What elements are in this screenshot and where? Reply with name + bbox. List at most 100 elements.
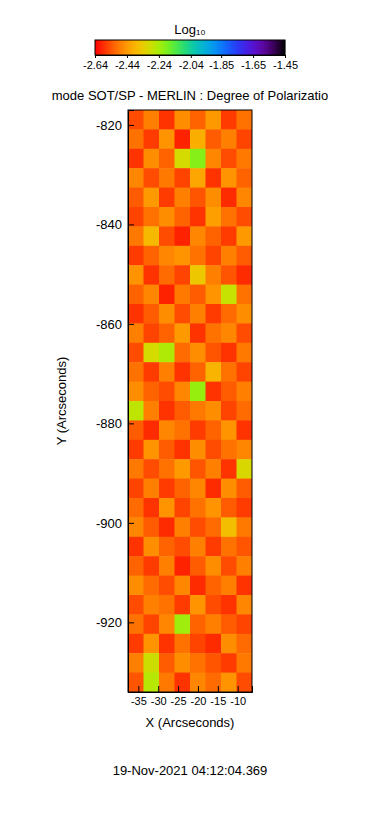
- colorbar-segment: [124, 40, 125, 55]
- colorbar-tick-label: -1.85: [209, 59, 234, 71]
- heatmap-cell: [128, 537, 144, 557]
- heatmap-cell: [190, 634, 206, 654]
- heatmap-cell: [221, 382, 237, 402]
- heatmap-cell: [206, 673, 222, 692]
- heatmap-cell: [175, 595, 191, 615]
- heatmap-cell: [159, 149, 175, 169]
- colorbar-segment: [168, 40, 169, 55]
- colorbar-segment: [207, 40, 208, 55]
- colorbar-tick-mark: [191, 55, 192, 58]
- heatmap-cell: [237, 614, 253, 634]
- heatmap-cell: [159, 246, 175, 266]
- heatmap-cell: [237, 498, 253, 518]
- heatmap-cell: [144, 207, 160, 227]
- colorbar-segment: [188, 40, 189, 55]
- colorbar-title: Log₁₀: [174, 22, 205, 37]
- colorbar-segment: [255, 40, 256, 55]
- colorbar-segment: [182, 40, 183, 55]
- heatmap-cell: [144, 226, 160, 246]
- colorbar-tick: -2.04: [179, 55, 204, 71]
- heatmap-cell: [221, 362, 237, 382]
- y-tick: -880: [96, 416, 134, 431]
- colorbar-segment: [117, 40, 118, 55]
- colorbar-segment: [137, 40, 138, 55]
- heatmap-cell: [221, 576, 237, 596]
- heatmap-cell: [175, 129, 191, 149]
- y-tick: -900: [96, 516, 134, 531]
- y-tick-mark: [128, 125, 134, 126]
- colorbar-segment: [131, 40, 132, 55]
- colorbar-segment: [109, 40, 110, 55]
- colorbar-segment: [221, 40, 222, 55]
- colorbar-segment: [114, 40, 115, 55]
- heatmap-cell: [144, 556, 160, 576]
- colorbar-segment: [237, 40, 238, 55]
- heatmap-cell: [128, 653, 144, 673]
- heatmap-cell: [221, 265, 237, 285]
- heatmap-cell: [128, 285, 144, 305]
- heatmap-cell: [221, 537, 237, 557]
- colorbar-segment: [274, 40, 275, 55]
- y-tick-label: -920: [96, 615, 122, 630]
- heatmap-cell: [128, 634, 144, 654]
- colorbar-segment: [178, 40, 179, 55]
- heatmap-cell: [159, 188, 175, 208]
- colorbar-segment: [147, 40, 148, 55]
- colorbar-segment: [101, 40, 102, 55]
- heatmap-cell: [144, 498, 160, 518]
- colorbar-segment: [149, 40, 150, 55]
- colorbar-segment: [197, 40, 198, 55]
- y-tick-mark: [128, 423, 134, 424]
- colorbar-segment: [134, 40, 135, 55]
- heatmap-cell: [144, 673, 160, 692]
- colorbar-segment: [185, 40, 186, 55]
- heatmap-cell: [159, 168, 175, 188]
- colorbar-segment: [268, 40, 269, 55]
- heatmap-cell: [159, 440, 175, 460]
- colorbar-segment: [195, 40, 196, 55]
- colorbar-segment: [259, 40, 260, 55]
- colorbar-segment: [169, 40, 170, 55]
- heatmap-cell: [237, 362, 253, 382]
- heatmap-cell: [190, 576, 206, 596]
- colorbar-segment: [199, 40, 200, 55]
- x-tick-mark: [218, 686, 219, 692]
- heatmap-cell: [237, 207, 253, 227]
- heatmap-cell: [190, 653, 206, 673]
- heatmap-cell: [159, 537, 175, 557]
- heatmap-cell: [206, 246, 222, 266]
- colorbar-segment: [176, 40, 177, 55]
- heatmap-cell: [128, 110, 144, 130]
- heatmap-cell: [175, 479, 191, 499]
- colorbar-segment: [239, 40, 240, 55]
- heatmap-cell: [144, 479, 160, 499]
- chart: -2.64-2.44-2.24-2.04-1.85-1.65-1.45Log₁₀…: [0, 0, 380, 816]
- heatmap-cell: [128, 323, 144, 343]
- y-tick-label: -840: [96, 217, 122, 232]
- colorbar-segment: [151, 40, 152, 55]
- colorbar-tick: -1.65: [241, 55, 266, 71]
- heatmap-cell: [144, 440, 160, 460]
- colorbar-segment: [202, 40, 203, 55]
- heatmap-cell: [175, 634, 191, 654]
- heatmap-cell: [175, 440, 191, 460]
- colorbar-segment: [191, 40, 192, 55]
- colorbar-segment: [252, 40, 253, 55]
- colorbar-segment: [130, 40, 131, 55]
- heatmap-cell: [221, 634, 237, 654]
- colorbar-segment: [159, 40, 160, 55]
- colorbar-segment: [280, 40, 281, 55]
- heatmap-cell: [221, 343, 237, 363]
- heatmap-cell: [206, 129, 222, 149]
- colorbar-segment: [210, 40, 211, 55]
- colorbar-segment: [150, 40, 151, 55]
- colorbar-segment: [161, 40, 162, 55]
- colorbar-tick: -2.64: [83, 55, 108, 71]
- heatmap-cell: [221, 149, 237, 169]
- colorbar-segment: [218, 40, 219, 55]
- colorbar-segment: [165, 40, 166, 55]
- heatmap-cell: [175, 556, 191, 576]
- y-tick-label: -880: [96, 416, 122, 431]
- colorbar-segment: [138, 40, 139, 55]
- colorbar-segment: [283, 40, 284, 55]
